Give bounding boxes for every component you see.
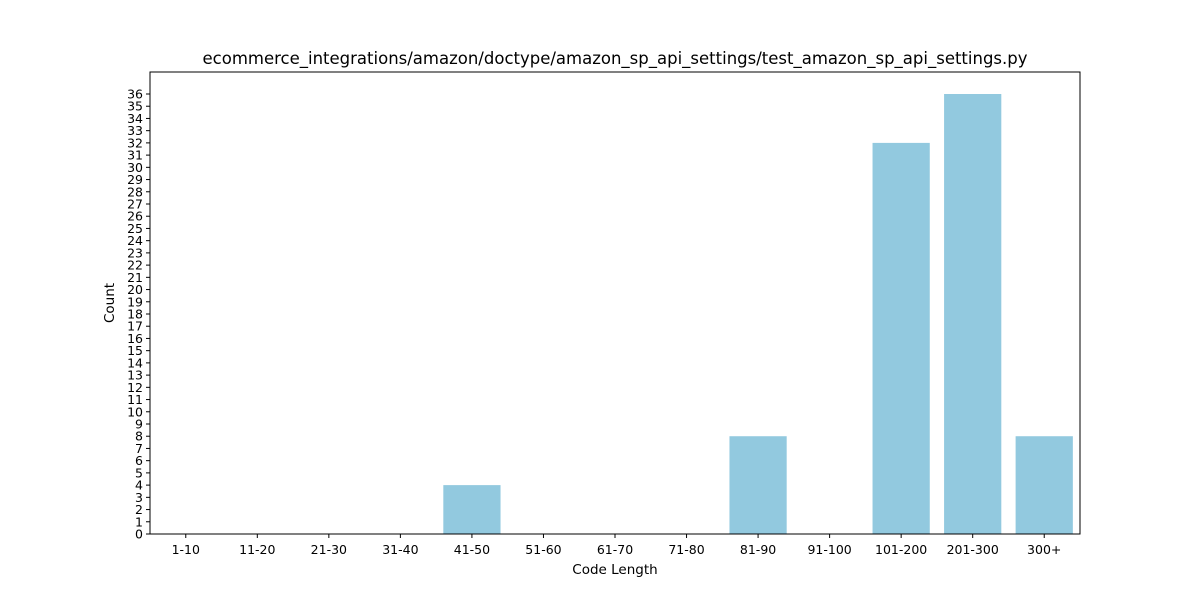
y-tick-label: 14 bbox=[127, 355, 143, 370]
y-tick-label: 30 bbox=[127, 160, 143, 175]
x-tick-label: 51-60 bbox=[525, 542, 561, 557]
y-tick-label: 13 bbox=[127, 368, 143, 383]
y-axis-ticks: 0123456789101112131415161718192021222324… bbox=[127, 87, 150, 542]
x-tick-label: 81-90 bbox=[740, 542, 776, 557]
y-tick-label: 27 bbox=[127, 197, 143, 212]
y-tick-label: 15 bbox=[127, 343, 143, 358]
y-tick-label: 18 bbox=[127, 307, 143, 322]
y-tick-label: 2 bbox=[135, 502, 143, 517]
y-tick-label: 25 bbox=[127, 221, 143, 236]
chart-title: ecommerce_integrations/amazon/doctype/am… bbox=[203, 49, 1028, 69]
y-tick-label: 24 bbox=[127, 233, 143, 248]
y-tick-label: 10 bbox=[127, 404, 143, 419]
y-tick-label: 35 bbox=[127, 99, 143, 114]
y-tick-label: 19 bbox=[127, 294, 143, 309]
y-axis-label: Count bbox=[102, 283, 118, 323]
x-tick-label: 11-20 bbox=[239, 542, 275, 557]
bars-layer bbox=[443, 94, 1073, 534]
y-tick-label: 6 bbox=[135, 453, 143, 468]
x-axis-ticks: 1-10 11-20 21-30 31-40 41-50 51-60 61-70 71-80 8… bbox=[172, 534, 1061, 557]
y-tick-label: 29 bbox=[127, 172, 143, 187]
y-tick-label: 17 bbox=[127, 319, 143, 334]
bar-81-90 bbox=[729, 436, 787, 534]
x-tick-label: 41-50 bbox=[454, 542, 490, 557]
x-tick-label: 71-80 bbox=[668, 542, 704, 557]
y-tick-label: 1 bbox=[135, 514, 143, 529]
y-tick-label: 9 bbox=[135, 417, 143, 432]
y-tick-label: 16 bbox=[127, 331, 143, 346]
x-tick-label: 31-40 bbox=[382, 542, 418, 557]
bar-201-300 bbox=[944, 94, 1002, 534]
x-tick-label: 300+ bbox=[1027, 542, 1061, 557]
y-tick-label: 26 bbox=[127, 209, 143, 224]
y-tick-label: 36 bbox=[127, 87, 143, 102]
y-tick-label: 7 bbox=[135, 441, 143, 456]
y-tick-label: 5 bbox=[135, 465, 143, 480]
y-tick-label: 8 bbox=[135, 429, 143, 444]
y-tick-label: 0 bbox=[135, 527, 143, 542]
x-tick-label: 101-200 bbox=[875, 542, 927, 557]
y-tick-label: 34 bbox=[127, 111, 143, 126]
y-tick-label: 12 bbox=[127, 380, 143, 395]
y-tick-label: 22 bbox=[127, 258, 143, 273]
y-tick-label: 11 bbox=[127, 392, 143, 407]
x-tick-label: 1-10 bbox=[172, 542, 200, 557]
y-tick-label: 31 bbox=[127, 148, 143, 163]
bar-41-50 bbox=[443, 485, 501, 534]
y-tick-label: 33 bbox=[127, 123, 143, 138]
y-tick-label: 28 bbox=[127, 184, 143, 199]
plot-area-frame bbox=[149, 71, 1081, 535]
y-tick-label: 4 bbox=[135, 478, 143, 493]
y-tick-label: 21 bbox=[127, 270, 143, 285]
y-tick-label: 23 bbox=[127, 245, 143, 260]
y-tick-label: 32 bbox=[127, 135, 143, 150]
bar-300+ bbox=[1015, 436, 1073, 534]
x-tick-label: 91-100 bbox=[807, 542, 851, 557]
bar-101-200 bbox=[872, 142, 930, 534]
x-tick-label: 21-30 bbox=[311, 542, 347, 557]
y-tick-label: 3 bbox=[135, 490, 143, 505]
x-axis-label: Code Length bbox=[572, 562, 657, 578]
y-tick-label: 20 bbox=[127, 282, 143, 297]
x-tick-label: 201-300 bbox=[947, 542, 999, 557]
x-tick-label: 61-70 bbox=[597, 542, 633, 557]
